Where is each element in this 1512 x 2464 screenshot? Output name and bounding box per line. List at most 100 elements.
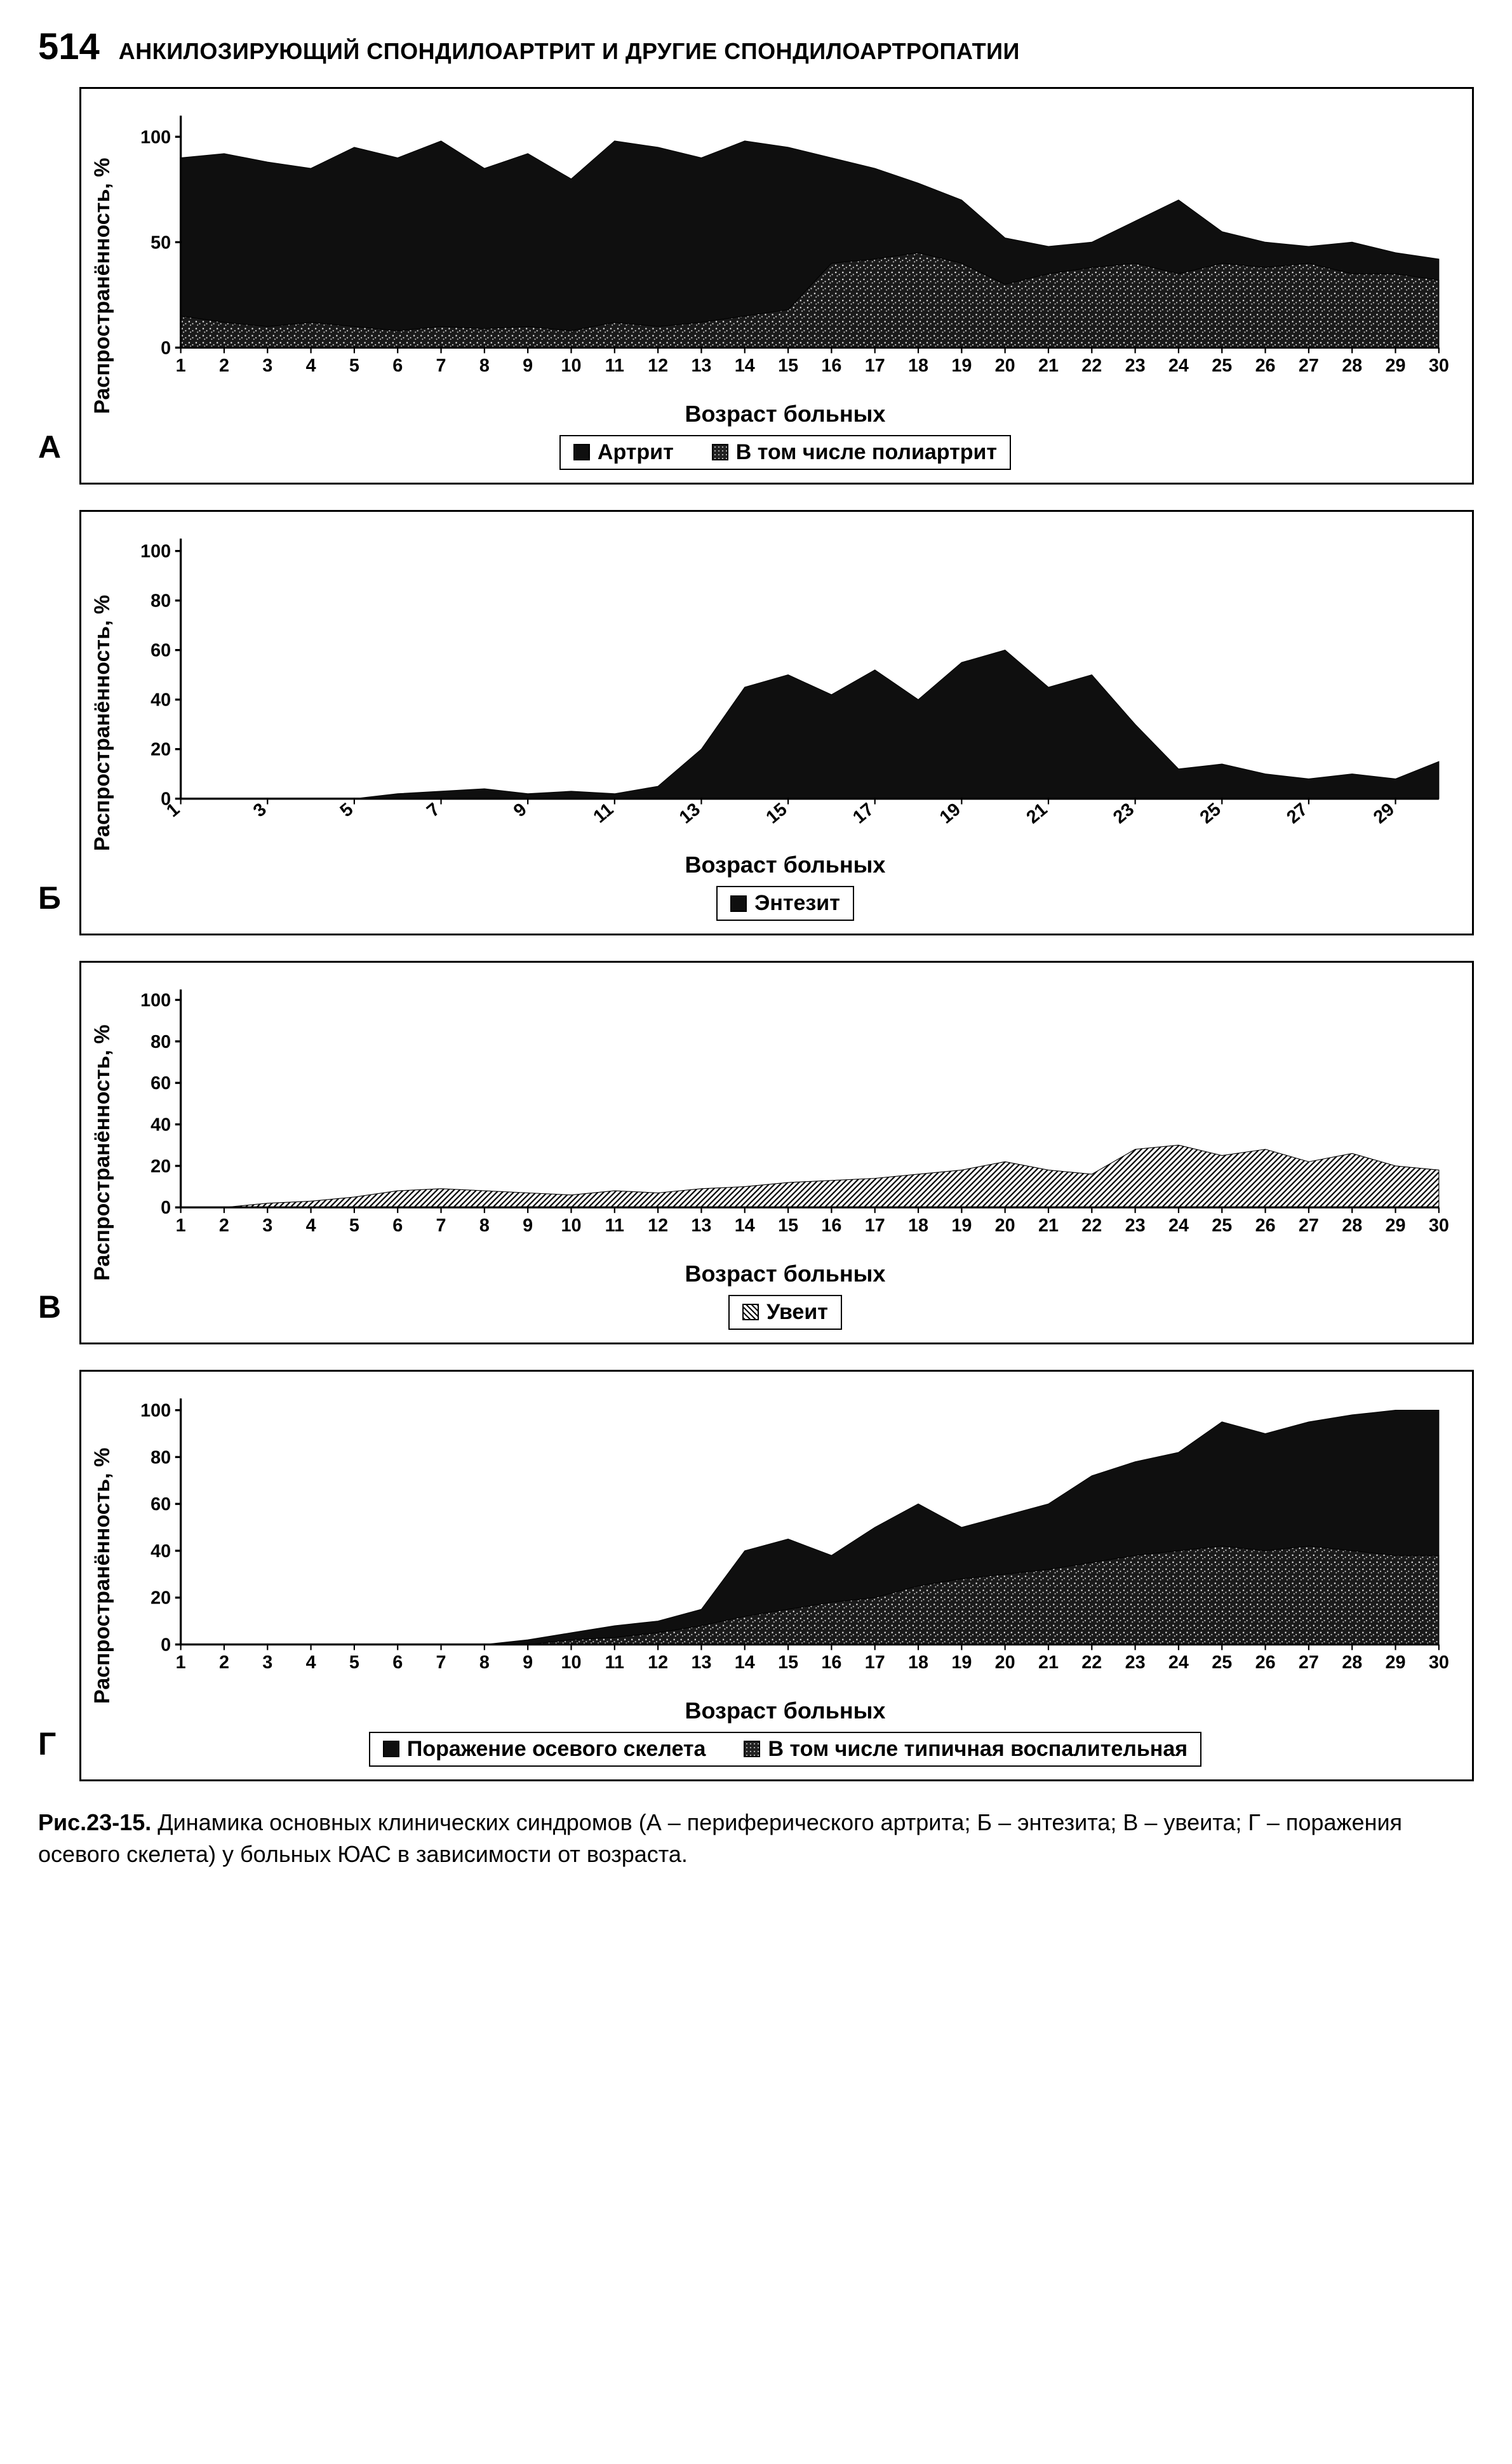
- yaxis-label: Распространённость, %: [88, 102, 117, 470]
- svg-text:15: 15: [778, 356, 798, 376]
- svg-text:30: 30: [1429, 1215, 1449, 1236]
- svg-text:29: 29: [1386, 356, 1406, 376]
- page-header: 514 АНКИЛОЗИРУЮЩИЙ СПОНДИЛОАРТРИТ И ДРУГ…: [38, 25, 1474, 68]
- svg-text:20: 20: [995, 356, 1015, 376]
- panel-row-А: А Распространённость, % 0501001234567891…: [38, 87, 1474, 485]
- svg-text:23: 23: [1109, 799, 1138, 827]
- svg-text:60: 60: [151, 640, 171, 660]
- svg-text:28: 28: [1342, 1652, 1362, 1673]
- svg-text:27: 27: [1299, 1652, 1319, 1673]
- figure-caption: Рис.23-15. Динамика основных клинических…: [38, 1807, 1474, 1871]
- svg-text:29: 29: [1386, 1215, 1406, 1236]
- legend-swatch-icon: [712, 444, 728, 460]
- svg-text:20: 20: [151, 1156, 171, 1177]
- svg-text:5: 5: [349, 356, 359, 376]
- svg-text:5: 5: [349, 1215, 359, 1236]
- panel-box: Распространённость, % 020406080100123456…: [79, 1370, 1474, 1781]
- legend-item: В том числе полиартрит: [712, 440, 997, 465]
- svg-text:27: 27: [1283, 799, 1311, 827]
- svg-text:12: 12: [648, 1215, 668, 1236]
- svg-text:20: 20: [151, 1588, 171, 1608]
- svg-text:13: 13: [691, 1652, 711, 1673]
- svg-text:14: 14: [735, 1652, 755, 1673]
- page-number: 514: [38, 25, 100, 68]
- svg-text:11: 11: [605, 1215, 624, 1236]
- xaxis-label: Возраст больных: [117, 852, 1453, 878]
- svg-text:25: 25: [1212, 1652, 1232, 1673]
- svg-text:17: 17: [849, 799, 878, 827]
- legend-item: Артрит: [573, 440, 674, 465]
- svg-text:26: 26: [1255, 1215, 1276, 1236]
- svg-text:10: 10: [561, 1215, 581, 1236]
- svg-text:19: 19: [951, 1652, 972, 1673]
- xaxis-label: Возраст больных: [117, 1261, 1453, 1287]
- svg-text:22: 22: [1081, 356, 1102, 376]
- svg-text:16: 16: [821, 1215, 841, 1236]
- svg-text:3: 3: [262, 1215, 272, 1236]
- svg-text:10: 10: [561, 356, 581, 376]
- svg-text:4: 4: [306, 356, 316, 376]
- svg-text:30: 30: [1429, 356, 1449, 376]
- svg-text:26: 26: [1255, 356, 1276, 376]
- legend-box: Артрит В том числе полиартрит: [559, 435, 1011, 470]
- legend-swatch-icon: [730, 895, 747, 912]
- legend-label: Увеит: [766, 1300, 828, 1325]
- svg-text:25: 25: [1212, 1215, 1232, 1236]
- xaxis-label: Возраст больных: [117, 1697, 1453, 1724]
- svg-text:11: 11: [605, 356, 624, 376]
- svg-text:19: 19: [951, 356, 972, 376]
- svg-text:19: 19: [936, 799, 965, 827]
- svg-text:28: 28: [1342, 1215, 1362, 1236]
- legend-item: Энтезит: [730, 891, 840, 916]
- svg-text:4: 4: [306, 1215, 316, 1236]
- svg-text:18: 18: [908, 1652, 928, 1673]
- svg-text:100: 100: [140, 541, 171, 561]
- svg-text:17: 17: [865, 356, 885, 376]
- panel-box: Распространённость, % 020406080100135791…: [79, 510, 1474, 935]
- svg-text:40: 40: [151, 1115, 171, 1135]
- svg-text:15: 15: [778, 1652, 798, 1673]
- svg-text:28: 28: [1342, 356, 1362, 376]
- svg-text:6: 6: [392, 1652, 403, 1673]
- svg-text:23: 23: [1125, 1652, 1146, 1673]
- svg-text:2: 2: [219, 1652, 229, 1673]
- svg-text:13: 13: [691, 1215, 711, 1236]
- panel-label: В: [38, 1289, 70, 1325]
- chart-area: 0501001234567891011121314151617181920212…: [117, 102, 1453, 470]
- svg-text:25: 25: [1212, 356, 1232, 376]
- svg-text:25: 25: [1196, 799, 1225, 827]
- chart-svg: 0204060801001357911131517192123252729: [117, 525, 1453, 848]
- svg-text:29: 29: [1370, 799, 1398, 827]
- svg-text:8: 8: [479, 1215, 490, 1236]
- svg-text:30: 30: [1429, 1652, 1449, 1673]
- svg-text:100: 100: [140, 990, 171, 1010]
- page-title: АНКИЛОЗИРУЮЩИЙ СПОНДИЛОАРТРИТ И ДРУГИЕ С…: [119, 38, 1020, 65]
- svg-text:18: 18: [908, 356, 928, 376]
- svg-text:0: 0: [161, 1635, 171, 1655]
- svg-text:23: 23: [1125, 1215, 1146, 1236]
- legend-box: Поражение осевого скелета В том числе ти…: [369, 1732, 1201, 1767]
- panel-label: Г: [38, 1725, 70, 1762]
- legend-label: В том числе полиартрит: [736, 440, 997, 465]
- panel-box: Распространённость, % 050100123456789101…: [79, 87, 1474, 485]
- svg-text:16: 16: [821, 356, 841, 376]
- svg-text:40: 40: [151, 1541, 171, 1562]
- svg-text:20: 20: [995, 1652, 1015, 1673]
- series-area: [181, 1145, 1439, 1207]
- chart-svg: 0501001234567891011121314151617181920212…: [117, 102, 1453, 397]
- svg-text:1: 1: [176, 1652, 186, 1673]
- yaxis-label: Распространённость, %: [88, 1384, 117, 1767]
- panel-box: Распространённость, % 020406080100123456…: [79, 961, 1474, 1344]
- svg-text:60: 60: [151, 1073, 171, 1094]
- svg-text:6: 6: [392, 1215, 403, 1236]
- legend-swatch-icon: [573, 444, 590, 460]
- svg-text:0: 0: [161, 338, 171, 358]
- panel-row-В: В Распространённость, % 0204060801001234…: [38, 961, 1474, 1344]
- svg-text:22: 22: [1081, 1215, 1102, 1236]
- chart-wrap: Распространённость, % 020406080100123456…: [88, 975, 1453, 1330]
- legend-box: Увеит: [728, 1295, 842, 1330]
- svg-text:23: 23: [1125, 356, 1146, 376]
- svg-text:14: 14: [735, 1215, 755, 1236]
- chart-wrap: Распространённость, % 020406080100135791…: [88, 525, 1453, 921]
- caption-body: Динамика основных клинических синдромов …: [38, 1809, 1402, 1867]
